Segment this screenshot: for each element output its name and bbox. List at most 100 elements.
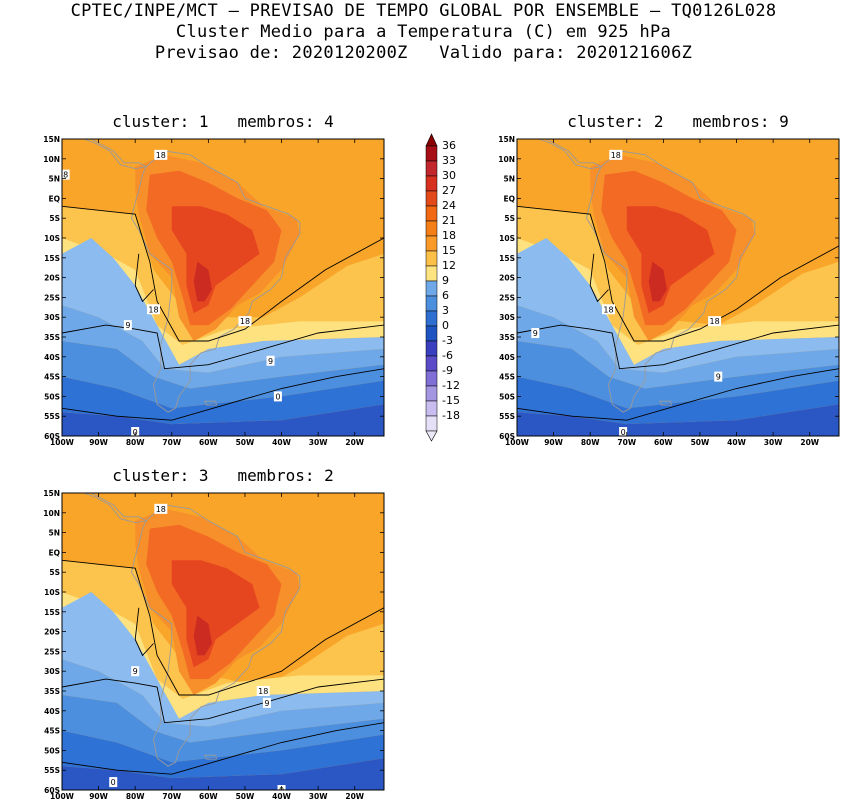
- colorbar-swatch: [425, 175, 438, 192]
- lat-tick-label: 60S: [499, 432, 515, 441]
- contour-18: [62, 559, 384, 696]
- lon-tick-label: 40W: [272, 438, 291, 446]
- band-9-12: [62, 238, 384, 373]
- lat-tick-label: 5N: [504, 175, 516, 184]
- lat-tick-label: 35S: [499, 333, 515, 342]
- band-9-12: [62, 592, 384, 727]
- colorbar-swatch: [425, 295, 438, 312]
- lat-tick-label: 10N: [43, 155, 60, 164]
- lon-tick-label: 30W: [309, 792, 328, 800]
- lon-tick-label: 70W: [617, 438, 636, 446]
- band-30-33: [193, 261, 212, 302]
- lat-tick-label: 40S: [44, 353, 60, 362]
- svg-text:0: 0: [621, 428, 626, 437]
- colorbar-swatch: [425, 250, 438, 267]
- band-15-18: [62, 560, 384, 699]
- central-america-outline: [82, 139, 148, 170]
- lon-tick-label: 80W: [581, 438, 600, 446]
- contour-label: 0: [109, 777, 118, 788]
- map-content: 18 18 18 9 9 0 15N 10N 5N EQ 5S 10S 15S 20S 25S 30S 35S 4…: [498, 135, 840, 446]
- colorbar-label: 24: [442, 199, 456, 212]
- lon-tick-label: 60W: [654, 438, 673, 446]
- lat-tick-label: 5S: [49, 568, 60, 577]
- lon-tick-label: 90W: [89, 792, 108, 800]
- colorbar-swatch: [425, 235, 438, 252]
- band-0-3: [62, 376, 384, 425]
- lat-tick-label: 30S: [44, 313, 60, 322]
- svg-text:18: 18: [156, 151, 166, 160]
- contour-label: 18: [708, 316, 722, 327]
- band-9-12: [517, 238, 839, 373]
- lat-tick-label: 55S: [44, 766, 60, 775]
- colorbar-label: 18: [442, 229, 456, 242]
- lat-tick-label: 45S: [44, 373, 60, 382]
- lat-tick-label: 15S: [44, 254, 60, 263]
- lat-tick-label: 15N: [43, 489, 60, 498]
- lat-tick-label: 10S: [44, 588, 60, 597]
- contour-label: 18: [146, 304, 160, 315]
- lat-tick-label: 5S: [504, 214, 515, 223]
- lat-tick-label: 5N: [49, 529, 61, 538]
- colorbar-label: 21: [442, 214, 456, 227]
- lat-tick-label: 15S: [499, 254, 515, 263]
- lat-tick-label: 30S: [499, 313, 515, 322]
- lon-tick-label: 50W: [236, 438, 255, 446]
- lat-tick-label: EQ: [49, 548, 61, 557]
- band-m3-0: [62, 758, 384, 790]
- colorbar-label: 36: [442, 139, 456, 152]
- contour-18: [62, 205, 384, 342]
- colorbar-swatch: [425, 145, 438, 162]
- contour-label: 9: [262, 697, 271, 708]
- lon-tick-label: 90W: [89, 438, 108, 446]
- contour-0: [62, 368, 384, 421]
- band-27-30: [626, 206, 715, 314]
- contour-label: 0: [273, 391, 282, 402]
- colorbar-swatch: [425, 160, 438, 177]
- lon-tick-label: 100W: [50, 792, 75, 800]
- lat-tick-label: 20S: [44, 274, 60, 283]
- contour-18-west: [589, 253, 609, 303]
- lat-tick-label: 50S: [44, 746, 60, 755]
- contour-label: 9: [266, 355, 275, 366]
- lat-tick-label: 10S: [44, 234, 60, 243]
- band-m3-0: [62, 404, 384, 436]
- lon-tick-label: 30W: [764, 438, 783, 446]
- central-america-outline: [537, 139, 603, 170]
- colorbar-swatch: [425, 325, 438, 342]
- contour-18-west: [134, 607, 154, 657]
- lat-tick-label: 55S: [44, 412, 60, 421]
- lon-tick-label: 100W: [50, 438, 75, 446]
- band-12-15: [62, 238, 384, 365]
- band-12-15: [62, 592, 384, 719]
- colorbar-bottom-arrow: [425, 430, 438, 442]
- lon-tick-label: 20W: [345, 792, 364, 800]
- lat-tick-label: 10N: [498, 155, 515, 164]
- contour-label: 18: [154, 149, 168, 160]
- lat-tick-label: 45S: [499, 373, 515, 382]
- subtitle-dates: Previsao de: 2020120200Z Valido para: 20…: [154, 43, 693, 63]
- contour-18: [517, 205, 839, 342]
- map-content: 1818990015N10N5NEQ5S10S15S20S25S30S35S40…: [43, 489, 385, 800]
- lon-tick-label: 70W: [162, 792, 181, 800]
- lat-tick-label: 15N: [43, 135, 60, 144]
- svg-text:9: 9: [716, 373, 721, 382]
- svg-text:9: 9: [133, 667, 138, 676]
- lat-tick-label: 60S: [44, 432, 60, 441]
- colorbar-label: 12: [442, 259, 456, 272]
- band-15-18: [517, 206, 839, 345]
- lat-tick-label: 10S: [499, 234, 515, 243]
- lat-tick-label: EQ: [49, 194, 61, 203]
- colorbar-label: -12: [442, 379, 460, 392]
- panel-3-title: cluster: 3 membros: 2: [112, 466, 334, 485]
- band-15-18: [62, 206, 384, 345]
- lon-tick-label: 20W: [800, 438, 819, 446]
- colorbar-top-arrow: [425, 133, 438, 147]
- svg-text:8: 8: [63, 171, 68, 180]
- south-america-outline: [586, 150, 756, 413]
- falklands-outline: [204, 754, 217, 760]
- lat-tick-label: 35S: [44, 687, 60, 696]
- svg-text:9: 9: [268, 357, 273, 366]
- lat-tick-label: 5S: [49, 214, 60, 223]
- band-m3-0: [517, 404, 839, 436]
- band-6-9: [62, 305, 384, 389]
